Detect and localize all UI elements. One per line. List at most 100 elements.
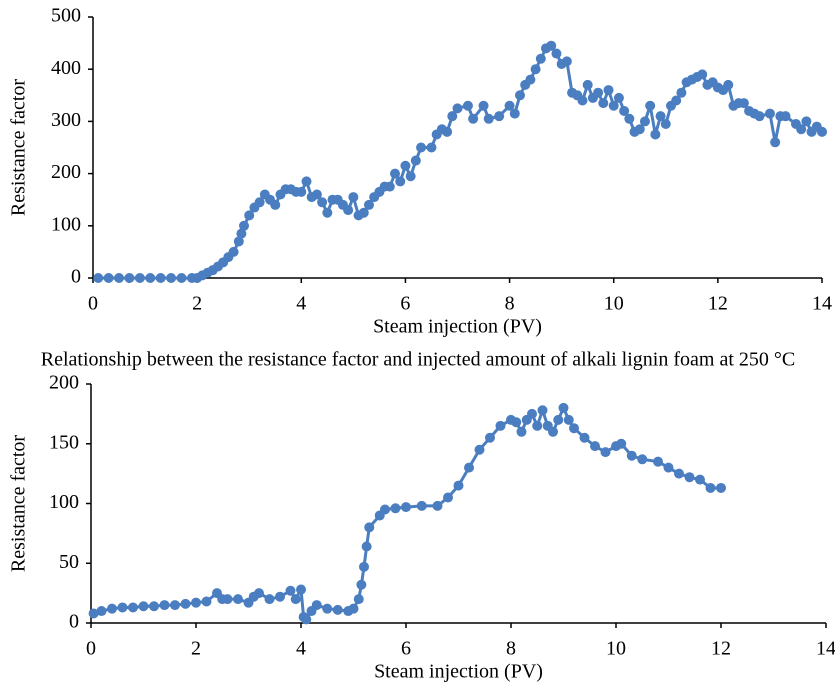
data-point xyxy=(285,585,296,596)
data-point xyxy=(577,95,588,106)
data-point xyxy=(525,74,536,85)
data-point xyxy=(88,608,99,619)
data-point xyxy=(684,472,695,483)
data-point xyxy=(155,273,166,283)
data-point xyxy=(103,273,114,283)
x-tick-label: 2 xyxy=(191,638,201,660)
data-point xyxy=(311,600,322,611)
data-point xyxy=(264,594,275,605)
data-point xyxy=(478,100,489,111)
data-point xyxy=(364,522,375,533)
caption: Relationship between the resistance fact… xyxy=(41,349,795,371)
data-point xyxy=(395,176,406,187)
data-point xyxy=(145,273,156,283)
x-axis-label: Steam injection (PV) xyxy=(374,661,543,683)
data-point xyxy=(170,600,180,611)
data-point xyxy=(569,423,579,434)
data-point xyxy=(738,98,749,109)
data-point xyxy=(558,402,569,413)
data-point xyxy=(504,100,515,111)
data-point xyxy=(311,189,322,200)
data-point xyxy=(332,604,343,615)
data-point xyxy=(716,482,726,493)
x-tick-label: 14 xyxy=(812,293,832,315)
data-point xyxy=(390,168,401,179)
data-point xyxy=(290,594,301,605)
data-point xyxy=(593,87,604,98)
data-point xyxy=(134,273,145,283)
data-point xyxy=(348,192,359,203)
data-point xyxy=(650,129,661,140)
data-point xyxy=(637,454,648,465)
x-tick-label: 0 xyxy=(88,293,98,315)
y-tick-label: 0 xyxy=(69,611,79,633)
data-point xyxy=(561,56,572,67)
x-tick-label: 12 xyxy=(708,293,728,315)
data-point xyxy=(546,40,557,51)
data-point xyxy=(275,591,285,602)
y-tick-label: 400 xyxy=(51,57,81,79)
data-point xyxy=(401,502,411,513)
data-point xyxy=(353,594,364,605)
data-point xyxy=(356,579,367,590)
data-point xyxy=(464,462,474,473)
data-point xyxy=(233,236,244,247)
data-point xyxy=(296,584,306,595)
data-point xyxy=(590,441,600,452)
data-point xyxy=(322,207,333,218)
data-point xyxy=(301,176,312,187)
data-point xyxy=(128,602,138,613)
data-point xyxy=(239,220,250,231)
data-point xyxy=(660,119,671,130)
data-line xyxy=(93,404,721,622)
data-point xyxy=(124,273,135,283)
data-point xyxy=(671,95,682,106)
data-point xyxy=(530,64,541,75)
x-tick-label: 6 xyxy=(400,293,410,315)
y-tick-label: 300 xyxy=(51,109,81,131)
data-point xyxy=(603,85,614,96)
data-point xyxy=(380,504,390,515)
data-point xyxy=(317,197,328,208)
data-point xyxy=(563,414,574,425)
x-tick-label: 10 xyxy=(604,293,624,315)
y-tick-label: 100 xyxy=(49,491,79,513)
data-point xyxy=(551,48,562,59)
y-tick-label: 500 xyxy=(51,5,81,27)
x-axis-label: Steam injection (PV) xyxy=(373,316,542,338)
data-point xyxy=(358,207,369,218)
data-point xyxy=(705,482,716,493)
data-point xyxy=(485,432,495,443)
data-point xyxy=(270,199,281,210)
data-point xyxy=(410,155,421,166)
data-point xyxy=(228,246,239,257)
data-point xyxy=(296,186,307,197)
data-point xyxy=(462,100,473,111)
x-tick-label: 10 xyxy=(606,638,626,660)
data-point xyxy=(442,126,453,137)
data-point xyxy=(514,90,525,101)
data-point xyxy=(176,273,187,283)
data-point xyxy=(222,594,233,605)
data-point xyxy=(639,116,650,127)
data-point xyxy=(384,181,395,192)
data-point xyxy=(96,606,107,617)
data-point xyxy=(695,474,705,485)
data-point xyxy=(527,408,537,419)
data-point xyxy=(723,79,734,90)
data-point xyxy=(416,142,427,153)
data-point xyxy=(663,462,674,473)
data-point xyxy=(416,500,427,511)
data-point xyxy=(117,602,128,613)
data-point xyxy=(93,273,104,283)
data-point xyxy=(619,105,630,116)
data-point xyxy=(532,420,543,431)
data-point xyxy=(468,113,479,124)
data-point xyxy=(405,171,416,182)
data-point xyxy=(301,614,312,625)
x-tick-label: 4 xyxy=(296,293,306,315)
data-point xyxy=(516,426,527,437)
chart: 0 100 200 300 400 500 0 2 4 6 8 10 12 14 Steam injecti… xyxy=(8,5,832,338)
y-tick-label: 50 xyxy=(59,551,79,573)
